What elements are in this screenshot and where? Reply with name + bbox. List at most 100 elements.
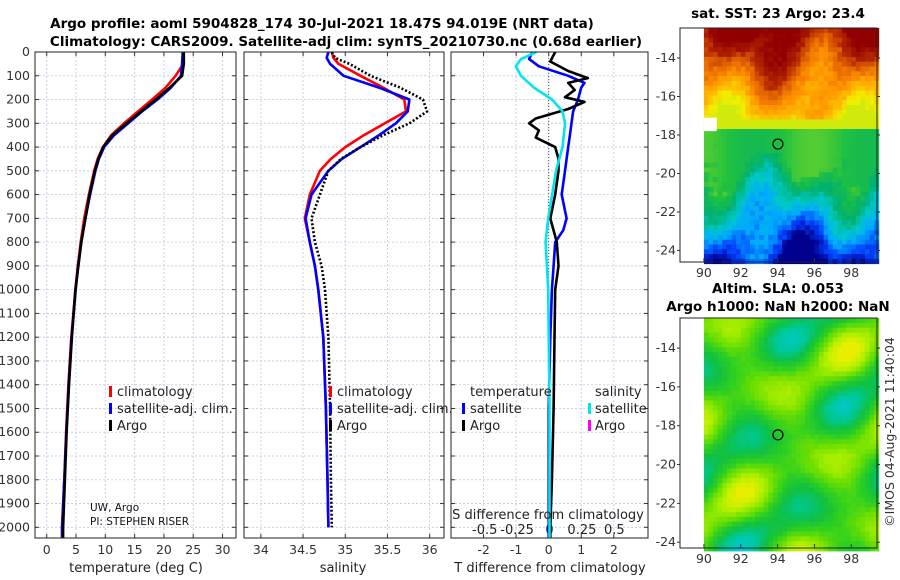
map-cell (736, 395, 742, 401)
map-cell (786, 143, 792, 149)
map-cell (855, 52, 861, 58)
map-cell (708, 42, 714, 48)
map-cell (837, 100, 843, 106)
map-cell (768, 366, 774, 372)
map-cell (777, 502, 783, 508)
map-cell (805, 254, 811, 260)
map-cell (796, 434, 801, 440)
map-cell (860, 497, 866, 503)
map-cell (860, 167, 866, 173)
map-cell (791, 162, 797, 168)
map-cell (809, 352, 815, 358)
map-cell (791, 254, 797, 260)
map-cell (846, 28, 852, 34)
map-cell (736, 444, 742, 450)
map-cell (851, 342, 857, 348)
map-cell (860, 28, 866, 34)
map-cell (759, 249, 765, 255)
map-cell (717, 405, 723, 411)
map-cell (860, 473, 866, 479)
map-cell (750, 215, 755, 221)
map-cell (759, 424, 765, 431)
map-cell (722, 215, 728, 221)
map-cell (726, 516, 732, 523)
map-cell (869, 531, 875, 537)
map-cell (786, 56, 792, 63)
map-cell (846, 395, 852, 401)
map-cell (846, 405, 852, 411)
map-cell (786, 385, 792, 392)
map-cell (768, 468, 774, 474)
map-cell (855, 114, 861, 120)
map-cell (842, 458, 847, 464)
map-cell (745, 71, 751, 77)
map-cell (736, 167, 742, 173)
map-cell (731, 196, 737, 202)
map-cell (851, 541, 857, 547)
map-cell (740, 162, 746, 168)
map-cell (745, 80, 751, 87)
map-cell (800, 400, 806, 406)
map-cell (773, 463, 778, 469)
map-cell (750, 196, 755, 202)
map-cell (796, 497, 801, 503)
map-cell (731, 483, 737, 489)
map-cell (745, 463, 751, 469)
map-cell (814, 167, 820, 173)
map-cell (860, 244, 866, 250)
map-cell (750, 157, 755, 164)
map-cell (713, 541, 719, 547)
map-cell (846, 71, 852, 77)
map-cell (846, 546, 852, 552)
map-cell (722, 473, 728, 479)
map-cell (708, 390, 714, 397)
map-cell (777, 100, 783, 106)
map-cell (796, 210, 801, 216)
map-cell (708, 419, 714, 426)
map-cell (768, 473, 774, 479)
map-cell (703, 468, 709, 474)
map-cell (796, 429, 801, 435)
map-cell (791, 186, 797, 192)
map-cell (823, 449, 829, 455)
map-cell (796, 449, 801, 455)
map-cell (726, 167, 732, 173)
map-cell (768, 434, 774, 440)
map-cell (846, 201, 852, 207)
map-cell (819, 47, 824, 53)
map-cell (842, 220, 847, 226)
map-cell (722, 424, 728, 431)
map-cell (722, 124, 728, 130)
map-cell (865, 201, 870, 207)
map-cell (754, 28, 760, 34)
map-cell (860, 157, 866, 164)
map-cell (805, 352, 811, 358)
map-cell (703, 105, 709, 111)
map-cell (754, 400, 760, 406)
map-cell (851, 453, 857, 460)
map-cell (819, 66, 824, 72)
map-cell (832, 453, 838, 460)
map-cell (745, 458, 751, 464)
map-cell (782, 424, 788, 431)
map-cell (708, 37, 714, 43)
map-cell (796, 196, 801, 202)
map-cell (745, 483, 751, 489)
map-cell (814, 143, 820, 149)
map-cell (814, 536, 820, 542)
map-cell (819, 371, 824, 377)
map-cell (763, 424, 769, 431)
map-cell (855, 410, 861, 416)
map-cell (823, 473, 829, 479)
map-cell (855, 47, 861, 53)
map-cell (796, 66, 801, 72)
map-cell (777, 483, 783, 489)
map-cell (740, 507, 746, 513)
map-cell (832, 191, 838, 197)
map-cell (717, 42, 723, 48)
map-cell (828, 239, 834, 245)
map-cell (777, 381, 783, 387)
map-cell (814, 352, 820, 358)
map-cell (708, 337, 714, 343)
map-cell (768, 119, 774, 125)
